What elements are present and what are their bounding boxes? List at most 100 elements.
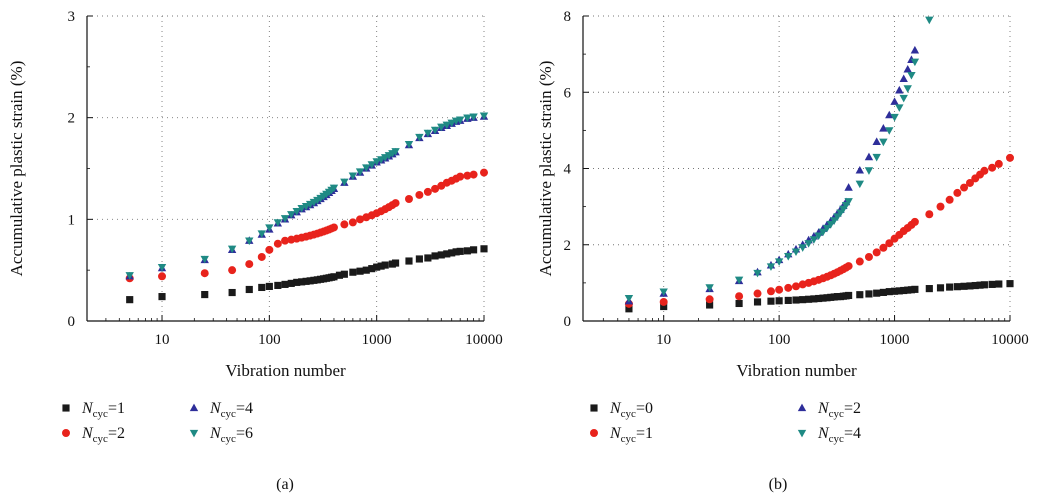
data-point	[349, 268, 357, 276]
data-point	[368, 265, 376, 273]
data-point	[245, 285, 253, 294]
data-point	[281, 236, 290, 245]
data-point	[348, 218, 357, 227]
data-point	[885, 110, 894, 119]
data-point	[899, 74, 908, 83]
data-point	[447, 119, 456, 128]
data-point	[287, 279, 295, 287]
data-point	[936, 202, 945, 211]
data-point	[767, 297, 775, 305]
data-point	[265, 224, 274, 232]
x-tick-label: 1000	[880, 332, 910, 348]
data-point	[392, 259, 400, 267]
data-point	[822, 224, 832, 233]
data-point	[423, 129, 433, 138]
data-point	[856, 291, 864, 299]
data-point	[463, 114, 472, 123]
data-point	[872, 153, 881, 162]
data-point	[885, 288, 893, 296]
data-point	[245, 237, 254, 246]
data-point	[330, 273, 338, 281]
data-point	[855, 180, 865, 189]
data-point	[864, 252, 873, 261]
data-point	[706, 301, 714, 309]
data-point	[660, 302, 668, 311]
data-point	[907, 71, 916, 80]
series-circle	[624, 153, 1014, 308]
data-point	[994, 159, 1003, 168]
legend-item: Ncyc=2	[797, 400, 861, 420]
legend-label: Ncyc=4	[209, 400, 253, 420]
data-point	[329, 184, 339, 193]
x-tick-label: 10000	[991, 332, 1029, 348]
data-point	[625, 305, 633, 313]
legend-marker	[189, 403, 199, 412]
legend-label: Ncyc=1	[81, 400, 125, 420]
data-point	[415, 255, 423, 263]
legend-item: Ncyc=1	[62, 400, 125, 420]
data-point	[965, 178, 974, 187]
legend-item: Ncyc=0	[590, 400, 653, 420]
data-point	[980, 281, 988, 289]
data-point	[456, 172, 465, 181]
legend-item: Ncyc=6	[189, 425, 253, 445]
panel-b: 10 100 1000 10000 0 2 4 6 8 Vibration number Accum…	[536, 9, 1029, 493]
data-point	[362, 266, 370, 274]
data-point	[823, 294, 831, 302]
data-point	[900, 286, 908, 295]
data-point	[356, 267, 364, 275]
data-point	[257, 230, 266, 238]
data-point	[335, 271, 344, 279]
legend-marker	[590, 429, 598, 437]
y-tick-label: 8	[564, 9, 572, 25]
x-axis-title: Vibration number	[736, 361, 857, 380]
data-point	[885, 239, 894, 248]
data-point	[819, 294, 827, 302]
legend-marker	[797, 403, 807, 412]
data-point	[705, 295, 714, 304]
data-point	[273, 219, 283, 227]
data-point	[734, 276, 744, 285]
series-triangle-down	[624, 16, 934, 303]
data-point	[391, 148, 400, 156]
data-point	[899, 94, 908, 103]
data-point	[415, 190, 424, 199]
x-axis-title: Vibration number	[225, 361, 346, 380]
data-point	[865, 290, 873, 298]
data-point	[448, 249, 456, 257]
data-point	[879, 124, 888, 132]
data-point	[775, 285, 784, 294]
data-point	[306, 277, 314, 285]
data-point	[995, 280, 1003, 288]
data-point	[805, 295, 813, 303]
data-point	[372, 158, 381, 166]
data-point	[845, 291, 853, 300]
data-point	[463, 247, 471, 255]
data-point	[890, 287, 899, 295]
data-point	[879, 288, 887, 296]
data-point	[265, 282, 273, 291]
legend-label: Ncyc=2	[81, 425, 125, 445]
data-point	[469, 113, 478, 122]
data-point	[792, 296, 800, 304]
data-point	[158, 293, 166, 301]
data-point	[302, 277, 310, 285]
panel-a: 10 100 1000 10000 0 1 2 3 Vibration number Accumu…	[7, 9, 503, 493]
data-point	[404, 140, 414, 149]
data-point	[228, 266, 237, 275]
data-point	[753, 269, 762, 278]
data-point	[298, 278, 306, 286]
panel-label: (a)	[276, 476, 294, 493]
data-point	[340, 220, 349, 229]
data-point	[424, 254, 432, 262]
data-point	[431, 252, 439, 260]
data-point	[437, 251, 445, 259]
data-point	[910, 217, 919, 226]
data-point	[830, 217, 839, 225]
data-point	[362, 164, 371, 172]
data-point	[855, 165, 865, 174]
data-point	[456, 247, 464, 255]
data-point	[826, 221, 835, 229]
data-point	[753, 289, 762, 298]
data-point	[879, 243, 888, 252]
